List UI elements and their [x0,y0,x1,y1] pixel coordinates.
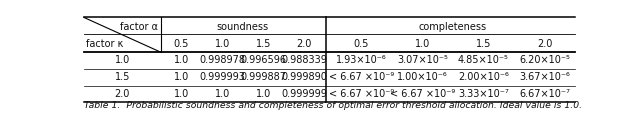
Text: 0.996596: 0.996596 [240,55,286,65]
Text: 1.0: 1.0 [173,89,189,99]
Text: 0.5: 0.5 [173,39,189,49]
Text: soundness: soundness [216,22,269,32]
Text: 6.67×10⁻⁷: 6.67×10⁻⁷ [519,89,570,99]
Text: 1.93×10⁻⁶: 1.93×10⁻⁶ [336,55,387,65]
Text: 3.67×10⁻⁶: 3.67×10⁻⁶ [519,72,570,82]
Text: 6.20×10⁻⁵: 6.20×10⁻⁵ [519,55,570,65]
Text: 1.0: 1.0 [173,55,189,65]
Text: 1.0: 1.0 [115,55,130,65]
Text: 3.07×10⁻⁵: 3.07×10⁻⁵ [397,55,448,65]
Text: 1.5: 1.5 [476,39,491,49]
Text: 2.0: 2.0 [537,39,552,49]
Text: 1.0: 1.0 [415,39,430,49]
Text: factor α: factor α [120,22,158,32]
Text: 4.85×10⁻⁵: 4.85×10⁻⁵ [458,55,509,65]
Text: 2.00×10⁻⁶: 2.00×10⁻⁶ [458,72,509,82]
Text: 0.999890: 0.999890 [281,72,327,82]
Text: 0.988339: 0.988339 [281,55,327,65]
Text: 1.0: 1.0 [214,89,230,99]
Text: 2.0: 2.0 [296,39,312,49]
Text: 0.999993: 0.999993 [199,72,245,82]
Text: 0.998978: 0.998978 [199,55,245,65]
Text: factor κ: factor κ [86,39,124,49]
Text: 1.5: 1.5 [115,72,130,82]
Text: completeness: completeness [419,22,487,32]
Text: 2.0: 2.0 [115,89,130,99]
Text: 1.5: 1.5 [255,39,271,49]
Text: Table 1.  Probabilistic soundness and completeness of optimal error threshold al: Table 1. Probabilistic soundness and com… [84,101,582,110]
Text: < 6.67 ×10⁻⁹: < 6.67 ×10⁻⁹ [390,89,455,99]
Text: 1.0: 1.0 [173,72,189,82]
Text: < 6.67 ×10⁻⁹: < 6.67 ×10⁻⁹ [329,89,394,99]
Text: < 6.67 ×10⁻⁹: < 6.67 ×10⁻⁹ [329,72,394,82]
Text: 0.999999: 0.999999 [281,89,327,99]
Text: 1.00×10⁻⁶: 1.00×10⁻⁶ [397,72,448,82]
Text: 3.33×10⁻⁷: 3.33×10⁻⁷ [458,89,509,99]
Text: 0.5: 0.5 [354,39,369,49]
Text: 1.0: 1.0 [255,89,271,99]
Text: 0.999887: 0.999887 [240,72,286,82]
Text: 1.0: 1.0 [214,39,230,49]
